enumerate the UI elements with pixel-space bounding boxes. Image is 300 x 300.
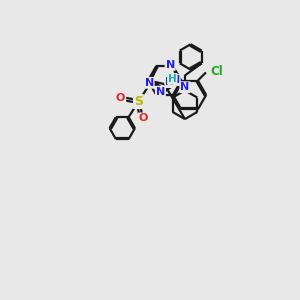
Text: N: N	[166, 60, 175, 70]
Text: O: O	[116, 93, 125, 103]
Text: S: S	[134, 95, 143, 108]
Text: H: H	[168, 74, 177, 84]
Text: N: N	[145, 78, 154, 88]
Text: O: O	[138, 113, 148, 123]
Text: N: N	[180, 82, 190, 92]
Text: N: N	[171, 75, 180, 85]
Text: Cl: Cl	[210, 65, 223, 78]
Text: N: N	[165, 77, 175, 87]
Text: N: N	[156, 87, 165, 97]
